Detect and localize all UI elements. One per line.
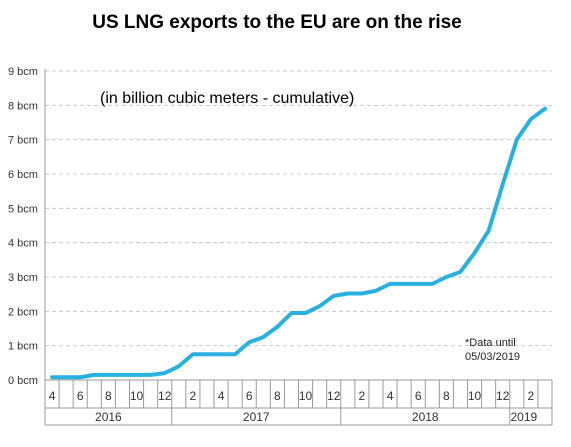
chart-subtitle: (in billion cubic meters - cumulative) bbox=[100, 90, 354, 107]
data-point bbox=[431, 282, 434, 286]
data-point bbox=[50, 376, 54, 379]
data-point bbox=[543, 107, 547, 110]
x-tick-label: 2 bbox=[359, 389, 366, 403]
data-point bbox=[64, 376, 68, 379]
y-tick-label: 3 bcm bbox=[8, 272, 38, 284]
data-point bbox=[473, 251, 476, 255]
y-tick-label: 9 bcm bbox=[8, 66, 38, 78]
data-point bbox=[177, 365, 180, 368]
x-tick-label: 8 bbox=[105, 389, 112, 403]
data-point bbox=[529, 117, 533, 121]
x-tick-label: 2 bbox=[190, 389, 197, 403]
data-point bbox=[501, 183, 504, 186]
x-tick-label: 6 bbox=[77, 389, 84, 403]
data-point bbox=[318, 304, 321, 308]
data-point bbox=[149, 373, 152, 377]
x-tick-label: 8 bbox=[274, 389, 281, 403]
y-tick-label: 1 bcm bbox=[8, 341, 38, 353]
data-point bbox=[121, 373, 124, 377]
data-point bbox=[402, 282, 406, 286]
data-point bbox=[107, 373, 110, 377]
series bbox=[50, 106, 547, 380]
chart-title: US LNG exports to the EU are on the rise bbox=[92, 12, 462, 33]
x-tick-label: 4 bbox=[387, 389, 394, 403]
x-tick-label: 12 bbox=[158, 389, 172, 403]
x-tick-label: 6 bbox=[246, 389, 253, 403]
x-tick-label: 12 bbox=[496, 389, 510, 403]
x-tick-label: 6 bbox=[415, 389, 422, 403]
gridlines bbox=[45, 70, 552, 347]
data-point bbox=[163, 371, 166, 375]
y-axis-ticks: 0 bcm 1 bcm 2 bcm 3 bcm 4 bcm 5 bcm 6 bcm 7 bcm… bbox=[8, 66, 38, 387]
y-tick-label: 4 bcm bbox=[8, 238, 38, 250]
y-tick-label: 8 bcm bbox=[8, 100, 38, 112]
data-point bbox=[515, 138, 518, 141]
x-tick-label: 4 bbox=[218, 389, 225, 403]
data-point bbox=[219, 353, 223, 356]
data-point bbox=[276, 325, 279, 328]
data-point bbox=[233, 353, 237, 356]
x-tick-label: 12 bbox=[327, 389, 341, 403]
data-point bbox=[417, 282, 420, 286]
data-point bbox=[79, 376, 82, 379]
x-tick-label: 2 bbox=[528, 389, 535, 403]
x-tick-label: 10 bbox=[299, 389, 313, 403]
data-point bbox=[135, 373, 138, 377]
data-point bbox=[459, 270, 462, 274]
y-tick-label: 6 bcm bbox=[8, 169, 38, 181]
year-labels: 2016 2017 2018 2019 bbox=[95, 408, 538, 425]
data-point bbox=[262, 335, 265, 339]
x-tick-label: 4 bbox=[49, 389, 56, 403]
y-tick-label: 2 bcm bbox=[8, 306, 38, 318]
data-point bbox=[290, 311, 293, 315]
year-label: 2017 bbox=[243, 410, 270, 424]
data-point bbox=[205, 353, 209, 356]
y-tick-label: 0 bcm bbox=[8, 375, 38, 387]
data-point bbox=[346, 292, 349, 295]
y-tick-label: 5 bcm bbox=[8, 203, 38, 215]
data-point bbox=[374, 289, 378, 292]
year-label: 2018 bbox=[412, 410, 439, 424]
series-line bbox=[50, 106, 547, 380]
data-point bbox=[304, 311, 307, 315]
data-point bbox=[93, 373, 96, 377]
data-point bbox=[248, 341, 251, 344]
data-point bbox=[191, 353, 195, 356]
year-label: 2016 bbox=[95, 410, 122, 424]
x-tick-label: 10 bbox=[468, 389, 482, 403]
data-point bbox=[388, 282, 392, 286]
data-point bbox=[360, 292, 364, 295]
x-tick-label: 8 bbox=[443, 389, 450, 403]
year-label: 2019 bbox=[510, 410, 537, 424]
data-note-line-1: *Data until bbox=[465, 337, 516, 349]
data-note-line-2: 05/03/2019 bbox=[465, 351, 520, 363]
y-tick-label: 7 bcm bbox=[8, 135, 38, 147]
x-tick-label: 10 bbox=[130, 389, 144, 403]
data-point bbox=[487, 229, 490, 232]
data-point bbox=[445, 275, 448, 279]
data-point bbox=[332, 294, 335, 298]
x-axis-ticks: 4 6 8 10 12 2 4 6 8 10 12 2 4 6 8 10 12 2 bbox=[44, 380, 553, 408]
